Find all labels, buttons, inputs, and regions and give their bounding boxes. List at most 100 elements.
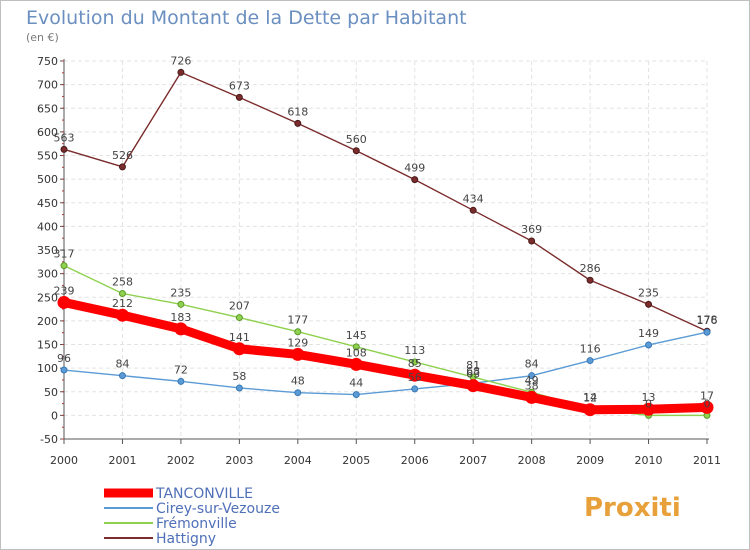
legend-label: Frémonville: [156, 516, 237, 532]
data-label: 258: [112, 275, 133, 288]
data-label: 81: [466, 359, 480, 372]
data-point: [115, 308, 129, 322]
data-label: 369: [521, 223, 542, 236]
data-label: 12: [583, 392, 597, 405]
data-label: 56: [408, 371, 422, 384]
tick-label-x: 2000: [50, 454, 78, 467]
tick-label-x: 2007: [459, 454, 487, 467]
data-label: 14: [583, 391, 597, 404]
tick-label-y: 350: [37, 244, 58, 257]
tick-label-y: 600: [37, 126, 58, 139]
tick-label-x: 2002: [167, 454, 195, 467]
tick-label-x: 2011: [693, 454, 721, 467]
data-point: [469, 206, 477, 214]
data-point: [642, 402, 656, 416]
data-label: 212: [112, 297, 133, 310]
series-line: [59, 297, 712, 415]
data-label: 96: [57, 352, 71, 365]
data-point: [411, 358, 419, 366]
chart-title: Evolution du Montant de la Dette par Hab…: [26, 7, 467, 29]
tick-label-x: 2004: [284, 454, 312, 467]
tick-label-y: 0: [51, 409, 58, 422]
data-point: [700, 400, 714, 414]
data-label: 58: [232, 370, 246, 383]
data-point: [177, 300, 185, 308]
chart-subtitle: (en €): [26, 31, 59, 44]
data-point: [528, 237, 536, 245]
tick-label-y: 250: [37, 291, 58, 304]
data-point: [235, 314, 243, 322]
data-point: [177, 377, 185, 385]
data-label: 673: [229, 79, 250, 92]
data-point: [645, 300, 653, 308]
tick-label-y: 400: [37, 220, 58, 233]
data-label: 149: [638, 327, 659, 340]
data-point: [291, 347, 305, 361]
data-label: 176: [697, 314, 718, 327]
tick-label-y: 750: [37, 55, 58, 68]
data-point: [57, 295, 71, 309]
data-label: 317: [54, 248, 75, 261]
data-label: 618: [287, 105, 308, 118]
data-point: [352, 147, 360, 155]
data-label: 17: [700, 389, 714, 402]
data-point: [294, 328, 302, 336]
data-label: 563: [54, 131, 75, 144]
data-point: [349, 357, 363, 371]
data-label: 68: [466, 365, 480, 378]
data-label: 84: [115, 358, 129, 371]
data-label: 207: [229, 300, 250, 313]
data-point: [174, 322, 188, 336]
data-label: 63: [466, 368, 480, 381]
data-point: [411, 176, 419, 184]
tick-label-y: 550: [37, 150, 58, 163]
data-label: 0: [645, 397, 652, 410]
data-point: [466, 379, 480, 393]
tick-label-y: 650: [37, 102, 58, 115]
data-point: [586, 357, 594, 365]
data-point: [235, 384, 243, 392]
data-label: 108: [346, 346, 367, 359]
tick-label-x: 2005: [342, 454, 370, 467]
tick-label-x: 2006: [401, 454, 429, 467]
data-label: 44: [349, 377, 363, 390]
tick-label-x: 2008: [518, 454, 546, 467]
tick-label-y: 200: [37, 315, 58, 328]
data-label: 178: [697, 313, 718, 326]
data-point: [528, 372, 536, 380]
series-line: [63, 331, 708, 396]
data-label: 38: [525, 379, 539, 392]
data-label: 84: [525, 358, 539, 371]
tick-label-y: 500: [37, 173, 58, 186]
data-label: 526: [112, 149, 133, 162]
tick-label-x: 2003: [225, 454, 253, 467]
legend-label: Hattigny: [156, 531, 216, 547]
data-point: [352, 391, 360, 399]
proxiti-logo: Proxiti: [584, 493, 681, 523]
tick-label-x: 2001: [108, 454, 136, 467]
data-point: [586, 276, 594, 284]
data-label: 726: [170, 54, 191, 67]
data-point: [232, 342, 246, 356]
data-label: 177: [287, 314, 308, 327]
data-point: [408, 368, 422, 382]
data-label: 0: [704, 397, 711, 410]
tick-label-y: 300: [37, 268, 58, 281]
tick-label-y: 150: [37, 339, 58, 352]
legend-label: TANCONVILLE: [155, 486, 253, 502]
data-label: 13: [642, 391, 656, 404]
data-label: 141: [229, 331, 250, 344]
data-label: 85: [408, 357, 422, 370]
data-label: 183: [170, 311, 191, 324]
tick-label-x: 2009: [576, 454, 604, 467]
data-point: [177, 68, 185, 76]
data-point: [118, 163, 126, 171]
data-label: 116: [580, 343, 601, 356]
data-label: 48: [291, 375, 305, 388]
data-point: [703, 328, 711, 336]
legend-label: Cirey-sur-Vezouze: [156, 501, 280, 517]
data-label: 72: [174, 363, 188, 376]
data-label: 560: [346, 133, 367, 146]
data-point: [60, 366, 68, 374]
